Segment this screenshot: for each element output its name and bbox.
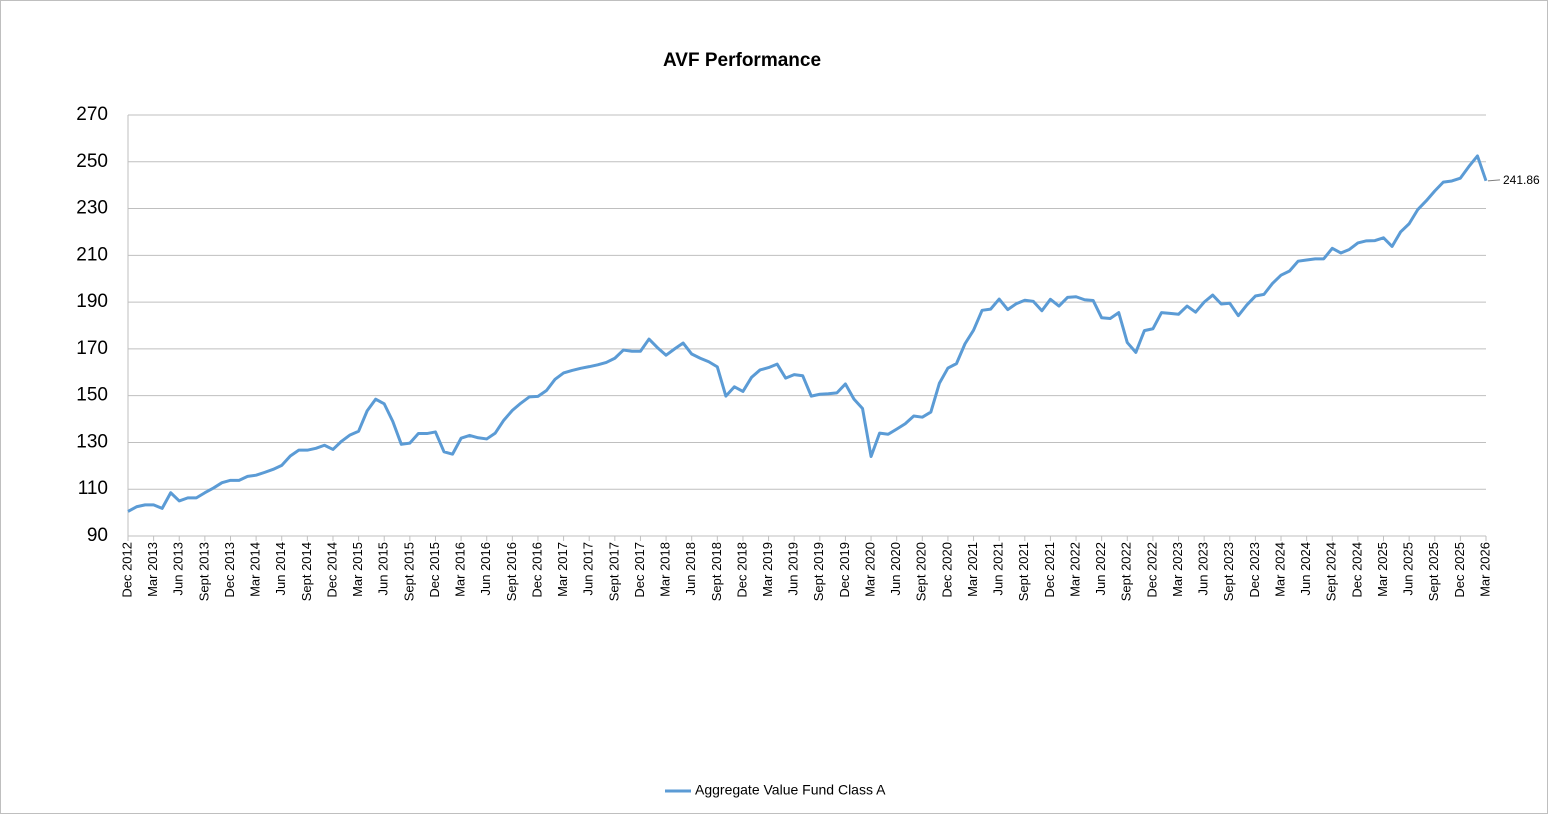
legend-label: Aggregate Value Fund Class A (695, 782, 886, 798)
x-tick-label: Jun 2013 (171, 542, 186, 596)
x-tick-label: Sept 2014 (299, 542, 314, 601)
x-tick-label: Dec 2023 (1247, 542, 1262, 598)
x-tick-label: Jun 2015 (376, 542, 391, 596)
x-tick-label: Sept 2022 (1119, 542, 1134, 601)
x-tick-label: Mar 2024 (1272, 542, 1287, 597)
x-tick-label: Dec 2014 (324, 542, 339, 598)
x-tick-label: Dec 2015 (427, 542, 442, 598)
x-tick-label: Dec 2024 (1349, 542, 1364, 598)
x-tick-label: Dec 2025 (1452, 542, 1467, 598)
x-tick-label: Mar 2018 (658, 542, 673, 597)
y-tick-label: 230 (76, 198, 108, 219)
data-label: 241.86 (1503, 173, 1540, 187)
x-tick-label: Mar 2013 (145, 542, 160, 597)
x-tick-label: Jun 2020 (888, 542, 903, 596)
x-tick-label: Dec 2021 (1042, 542, 1057, 598)
x-tick-label: Dec 2013 (222, 542, 237, 598)
x-tick-label: Dec 2020 (939, 542, 954, 598)
x-tick-label: Sept 2013 (196, 542, 211, 601)
chart-title: AVF Performance (663, 50, 821, 71)
x-tick-label: Mar 2022 (1067, 542, 1082, 597)
x-tick-label: Sept 2019 (811, 542, 826, 601)
x-tick-label: Sept 2021 (1016, 542, 1031, 601)
y-tick-label: 170 (76, 338, 108, 359)
y-tick-label: 270 (76, 104, 108, 125)
x-tick-label: Sept 2018 (709, 542, 724, 601)
x-tick-label: Dec 2012 (119, 542, 134, 598)
x-tick-label: Jun 2022 (1093, 542, 1108, 596)
x-tick-label: Mar 2023 (1170, 542, 1185, 597)
y-tick-label: 110 (78, 478, 108, 499)
x-tick-label: Mar 2020 (862, 542, 877, 597)
x-tick-label: Sept 2016 (504, 542, 519, 601)
x-tick-label: Mar 2016 (453, 542, 468, 597)
x-tick-label: Jun 2019 (786, 542, 801, 596)
x-tick-label: Mar 2015 (350, 542, 365, 597)
x-tick-label: Jun 2016 (478, 542, 493, 596)
x-tick-label: Jun 2023 (1196, 542, 1211, 596)
x-tick-label: Dec 2018 (734, 542, 749, 598)
x-tick-label: Jun 2024 (1298, 542, 1313, 596)
y-tick-label: 150 (76, 385, 108, 406)
y-tick-label: 90 (87, 525, 108, 546)
y-tick-label: 210 (76, 244, 108, 265)
y-tick-label: 190 (76, 291, 108, 312)
x-tick-label: Sept 2024 (1324, 542, 1339, 601)
x-tick-label: Jun 2014 (273, 542, 288, 596)
x-tick-label: Mar 2014 (248, 542, 263, 597)
x-tick-label: Dec 2022 (1144, 542, 1159, 598)
x-tick-label: Dec 2017 (632, 542, 647, 598)
data-label-leader (1487, 179, 1501, 182)
x-tick-label: Dec 2016 (529, 542, 544, 598)
x-tick-label: Jun 2017 (581, 542, 596, 596)
x-tick-label: Jun 2018 (683, 542, 698, 596)
x-tick-label: Sept 2017 (606, 542, 621, 601)
y-tick-label: 250 (76, 151, 108, 172)
x-tick-label: Mar 2017 (555, 542, 570, 597)
y-tick-label: 130 (76, 431, 108, 452)
x-tick-label: Jun 2025 (1401, 542, 1416, 596)
x-tick-label: Sept 2023 (1221, 542, 1236, 601)
line-series (127, 154, 1488, 513)
x-tick-label: Jun 2021 (991, 542, 1006, 596)
x-tick-label: Mar 2021 (965, 542, 980, 597)
x-tick-label: Mar 2019 (760, 542, 775, 597)
x-tick-label: Sept 2025 (1426, 542, 1441, 601)
x-tick-label: Mar 2026 (1477, 542, 1492, 597)
x-tick-label: Dec 2019 (837, 542, 852, 598)
x-tick-label: Mar 2025 (1375, 542, 1390, 597)
x-tick-label: Sept 2015 (401, 542, 416, 601)
x-tick-label: Sept 2020 (914, 542, 929, 601)
